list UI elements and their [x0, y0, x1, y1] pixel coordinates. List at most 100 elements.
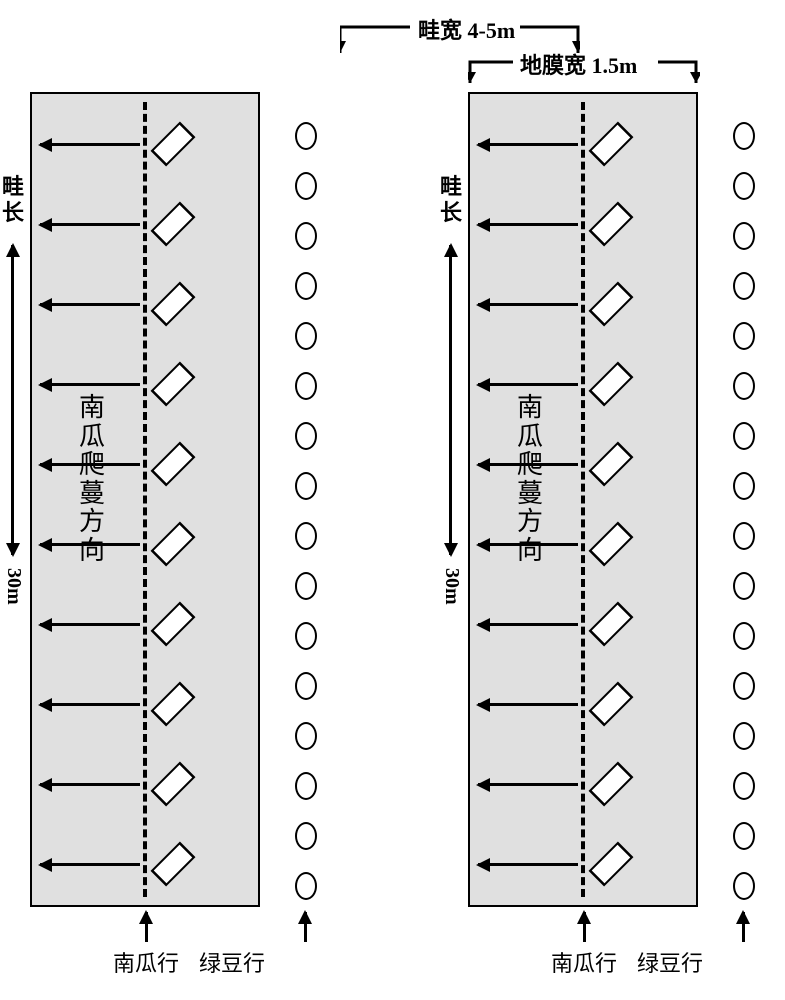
pumpkin-plant-icon: [151, 762, 196, 807]
vine-direction-label: 南瓜爬蔓方向: [78, 394, 106, 566]
pumpkin-row-label-right: 南瓜行: [551, 946, 617, 978]
mungbean-plant-icon: [733, 372, 755, 400]
pumpkin-row-arrow-left: [145, 912, 148, 942]
ridge-length-right-value: 30m: [440, 568, 463, 605]
mungbean-plant-icon: [733, 722, 755, 750]
film-width-bracket: 地膜宽 1.5m: [468, 50, 698, 85]
mungbean-plant-icon: [733, 422, 755, 450]
mungbean-row-label-left: 绿豆行: [199, 946, 265, 978]
mungbean-plant-icon: [733, 522, 755, 550]
ridge-length-left-arrow: [11, 245, 14, 555]
pumpkin-row: [32, 371, 258, 397]
vine-direction-label: 南瓜爬蔓方向: [516, 394, 544, 566]
mungbean-plant-icon: [733, 172, 755, 200]
mungbean-plant-icon: [733, 622, 755, 650]
mungbean-plant-icon: [733, 122, 755, 150]
pumpkin-plant-icon: [589, 762, 634, 807]
mungbean-col-left: [293, 92, 321, 907]
pumpkin-row: [32, 771, 258, 797]
mungbean-plant-icon: [733, 572, 755, 600]
pumpkin-row: [32, 131, 258, 157]
vine-arrow-icon: [40, 783, 140, 786]
ridge-length-left: 畦 长 30m: [0, 175, 24, 565]
mungbean-row-arrow-left: [304, 912, 307, 942]
pumpkin-row: [32, 611, 258, 637]
mungbean-plant-icon: [733, 472, 755, 500]
top-labels: 畦宽 4-5m 地膜宽 1.5m: [0, 0, 785, 90]
mungbean-plant-icon: [295, 372, 317, 400]
vine-arrow-icon: [478, 863, 578, 866]
vine-arrow-icon: [478, 303, 578, 306]
pumpkin-plant-icon: [151, 122, 196, 167]
ridge-length-right-arrow: [449, 245, 452, 555]
ridge-length-left-label2: 长: [2, 201, 24, 225]
ridge-length-right-label1: 畦: [440, 175, 462, 199]
mungbean-plant-icon: [295, 272, 317, 300]
pumpkin-plant-icon: [151, 442, 196, 487]
pumpkin-plant-icon: [589, 682, 634, 727]
mungbean-plant-icon: [733, 222, 755, 250]
mungbean-plant-icon: [733, 822, 755, 850]
pumpkin-plant-icon: [151, 682, 196, 727]
mungbean-plant-icon: [295, 472, 317, 500]
mungbean-plant-icon: [295, 672, 317, 700]
mungbean-plant-icon: [295, 222, 317, 250]
bottom-labels: 南瓜行 绿豆行 南瓜行 绿豆行: [0, 912, 785, 992]
pumpkin-plant-icon: [151, 362, 196, 407]
vine-arrow-icon: [40, 863, 140, 866]
mungbean-plant-icon: [295, 322, 317, 350]
ridge-length-right: 畦 长 30m: [436, 175, 462, 565]
vine-arrow-icon: [40, 623, 140, 626]
pumpkin-row: [470, 611, 696, 637]
pumpkin-row: [470, 291, 696, 317]
pumpkin-row: [32, 851, 258, 877]
mungbean-plant-icon: [295, 722, 317, 750]
pumpkin-row-label-left: 南瓜行: [113, 946, 179, 978]
vine-arrow-icon: [40, 383, 140, 386]
mungbean-plant-icon: [295, 872, 317, 900]
vine-arrow-icon: [40, 303, 140, 306]
mungbean-plant-icon: [295, 622, 317, 650]
ridge-length-left-label1: 畦: [2, 175, 24, 199]
pumpkin-plant-icon: [589, 362, 634, 407]
pumpkin-plant-icon: [151, 522, 196, 567]
ridge-length-right-label2: 长: [440, 201, 462, 225]
mungbean-plant-icon: [295, 822, 317, 850]
pumpkin-row: [470, 451, 696, 477]
bed-left: 南瓜爬蔓方向: [30, 92, 260, 907]
vine-arrow-icon: [40, 143, 140, 146]
film-width-label: 地膜宽 1.5m: [520, 48, 637, 80]
pumpkin-plant-icon: [151, 842, 196, 887]
mungbean-plant-icon: [733, 872, 755, 900]
pumpkin-row: [32, 451, 258, 477]
ridge-length-left-value: 30m: [2, 568, 25, 605]
pumpkin-plant-icon: [589, 122, 634, 167]
mungbean-col-right: [731, 92, 759, 907]
pumpkin-plant-icon: [589, 602, 634, 647]
pumpkin-plant-icon: [589, 282, 634, 327]
pumpkin-plant-icon: [589, 202, 634, 247]
pumpkin-row: [470, 851, 696, 877]
vine-arrow-icon: [478, 143, 578, 146]
mungbean-row-label-right: 绿豆行: [637, 946, 703, 978]
mungbean-plant-icon: [295, 122, 317, 150]
pumpkin-plant-icon: [589, 442, 634, 487]
pumpkin-plant-icon: [151, 202, 196, 247]
pumpkin-plant-icon: [589, 522, 634, 567]
mungbean-plant-icon: [295, 572, 317, 600]
ridge-width-label: 畦宽 4-5m: [418, 13, 515, 45]
mungbean-row-arrow-right: [742, 912, 745, 942]
vine-arrow-icon: [478, 703, 578, 706]
pumpkin-row: [470, 691, 696, 717]
pumpkin-row: [470, 131, 696, 157]
pumpkin-row: [470, 531, 696, 557]
mungbean-plant-icon: [295, 772, 317, 800]
mungbean-plant-icon: [733, 322, 755, 350]
pumpkin-row: [470, 371, 696, 397]
pumpkin-row: [32, 291, 258, 317]
pumpkin-row: [470, 211, 696, 237]
mungbean-plant-icon: [733, 272, 755, 300]
vine-arrow-icon: [40, 223, 140, 226]
pumpkin-row-arrow-right: [583, 912, 586, 942]
vine-arrow-icon: [478, 783, 578, 786]
